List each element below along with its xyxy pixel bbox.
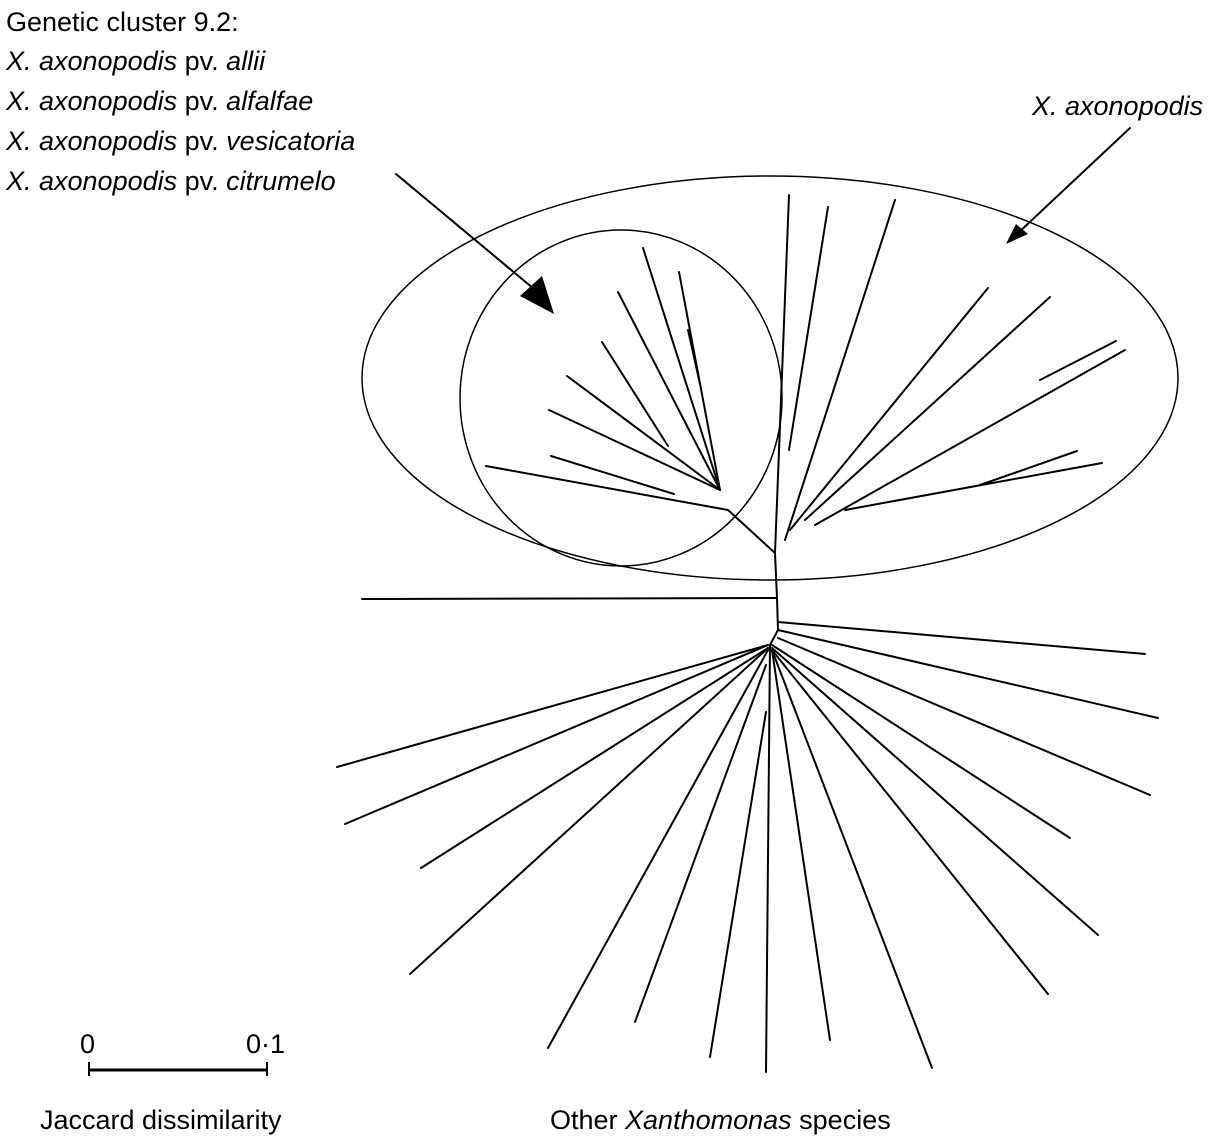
axonopodis-branches [774, 194, 1126, 554]
branch [550, 455, 675, 495]
pv-abbrev: pv. [184, 126, 219, 156]
pv-abbrev: pv. [184, 86, 219, 116]
species-name: X. axonopodis [6, 86, 178, 116]
branch [771, 649, 831, 1041]
branch [420, 647, 769, 869]
branch [789, 287, 989, 531]
scale-end-label: 0·1 [246, 1029, 286, 1059]
cluster-entry: X. axonopodis pv. vesicatoria [6, 125, 355, 157]
scale-start-label: 0 [80, 1029, 96, 1059]
species-name: X. axonopodis [6, 126, 178, 156]
species-name: X. axonopodis [6, 46, 178, 76]
pathovar-name: allii [226, 46, 266, 76]
scale-bar [88, 1062, 268, 1076]
branch [777, 637, 1151, 796]
axonopodis-ellipse [361, 175, 1179, 581]
cluster-branches [485, 247, 729, 511]
cluster-arrow [395, 173, 541, 295]
branch [774, 194, 790, 554]
branch [771, 649, 1049, 995]
branch [777, 629, 1159, 719]
branch [617, 291, 721, 491]
branch [409, 647, 769, 975]
branch [642, 247, 721, 491]
pathovar-name: citrumelo [226, 166, 336, 196]
cluster-entry: X. axonopodis pv. citrumelo [6, 165, 336, 197]
cluster-heading: Genetic cluster 9.2: [6, 7, 239, 37]
tree-backbone [727, 509, 780, 646]
branch [771, 649, 933, 1069]
branch [771, 647, 1099, 936]
branch [1039, 340, 1117, 381]
bottom-caption: Other Xanthomonas species [550, 1104, 891, 1136]
branch [979, 450, 1078, 486]
branch [709, 711, 767, 1058]
species-name: X. axonopodis [6, 166, 178, 196]
branch [687, 329, 701, 385]
branch [784, 199, 896, 541]
pv-abbrev: pv. [184, 46, 219, 76]
cluster-entry: X. axonopodis pv. alfalfae [6, 85, 313, 117]
branch [771, 644, 1071, 839]
pathovar-name: alfalfae [226, 86, 314, 116]
branch [566, 375, 721, 491]
branch [634, 664, 767, 1023]
branch [601, 341, 669, 447]
pathovar-name: vesicatoria [226, 126, 356, 156]
branch [765, 644, 771, 1073]
cluster-arrowhead [520, 276, 554, 314]
caption-genus: Xanthomonas [625, 1105, 792, 1135]
branch [844, 462, 1103, 511]
branch [344, 644, 769, 825]
axonopodis-arrowhead [1006, 224, 1028, 244]
caption-suffix: species [791, 1105, 891, 1135]
branch [814, 349, 1126, 526]
branch [548, 409, 721, 491]
branch [361, 597, 778, 600]
branch [788, 206, 829, 451]
pv-abbrev: pv. [184, 166, 219, 196]
scale-caption: Jaccard dissimilarity [40, 1105, 282, 1135]
other-species-branches [336, 597, 1159, 1073]
cluster-entry: X. axonopodis pv. allii [6, 45, 265, 77]
branch [777, 621, 1146, 655]
branch [804, 296, 1051, 521]
group-label: X. axonopodis [1032, 91, 1204, 121]
caption-prefix: Other [550, 1105, 626, 1135]
axonopodis-arrow [1016, 127, 1131, 235]
branch [547, 649, 769, 1049]
branch [336, 644, 769, 768]
branch [485, 465, 729, 511]
